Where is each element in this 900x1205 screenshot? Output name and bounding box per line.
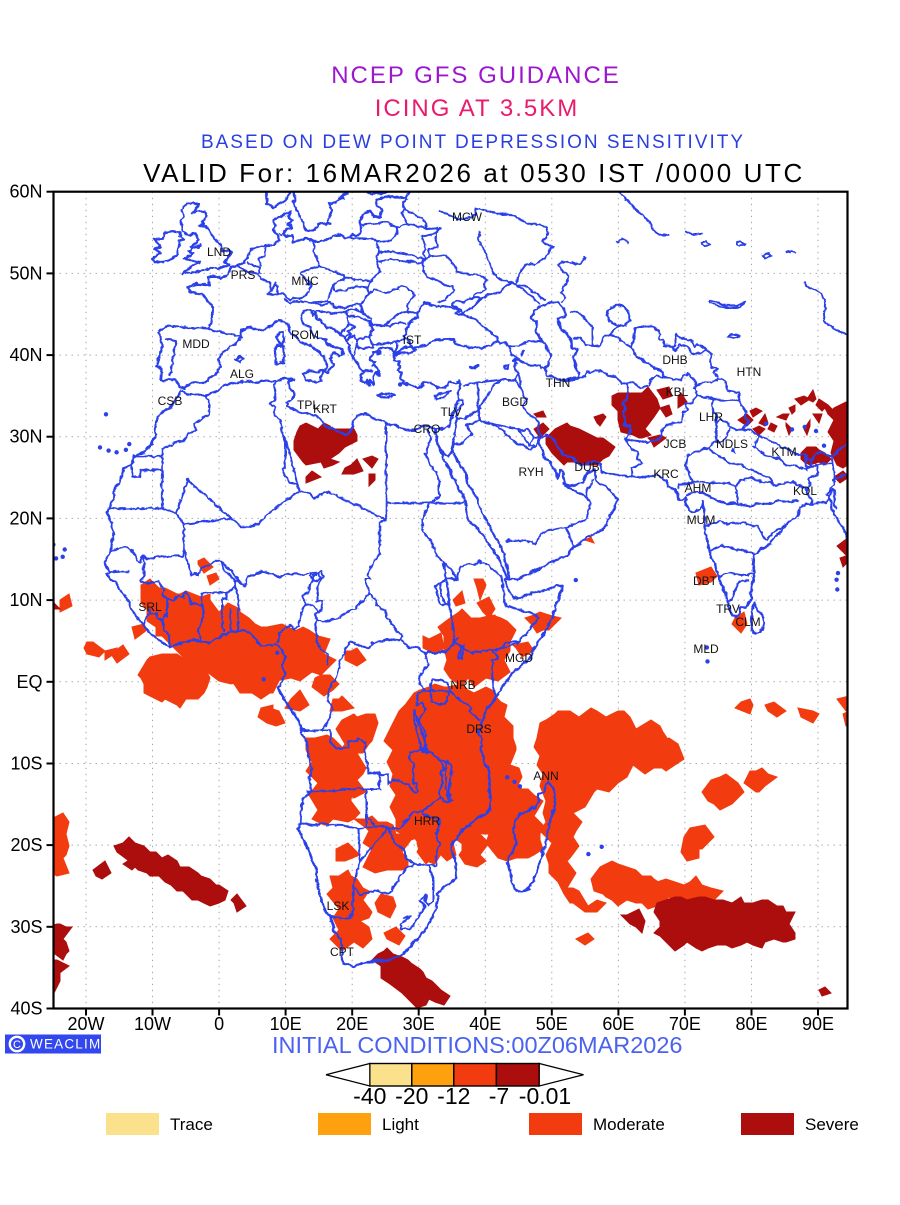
svg-text:80E: 80E	[735, 1014, 767, 1034]
svg-text:Moderate: Moderate	[593, 1115, 665, 1134]
svg-text:MUM: MUM	[687, 513, 716, 527]
svg-text:TRV: TRV	[716, 602, 740, 616]
svg-text:Trace: Trace	[170, 1115, 213, 1134]
svg-text:CSB: CSB	[158, 394, 183, 408]
svg-text:MLD: MLD	[693, 642, 719, 656]
svg-text:60E: 60E	[602, 1014, 634, 1034]
svg-text:IST: IST	[403, 333, 422, 347]
svg-text:ALG: ALG	[230, 367, 254, 381]
svg-text:SRL: SRL	[138, 600, 162, 614]
svg-text:ICING AT 3.5KM: ICING AT 3.5KM	[375, 95, 580, 122]
svg-text:RYH: RYH	[518, 465, 543, 479]
svg-text:70E: 70E	[669, 1014, 701, 1034]
svg-text:INITIAL CONDITIONS:00Z06MAR202: INITIAL CONDITIONS:00Z06MAR2026	[272, 1032, 683, 1058]
svg-text:DRS: DRS	[466, 722, 491, 736]
svg-text:ROM: ROM	[291, 328, 319, 342]
svg-text:DBT: DBT	[693, 574, 718, 588]
svg-text:MCW: MCW	[452, 210, 483, 224]
svg-text:30S: 30S	[10, 917, 42, 937]
svg-text:AHM: AHM	[685, 481, 712, 495]
svg-text:40S: 40S	[10, 999, 42, 1019]
svg-text:NRB: NRB	[450, 678, 475, 692]
svg-text:50E: 50E	[536, 1014, 568, 1034]
svg-text:MNC: MNC	[291, 274, 319, 288]
svg-text:THN: THN	[546, 376, 571, 390]
svg-text:KRC: KRC	[653, 467, 679, 481]
svg-text:Severe: Severe	[805, 1115, 859, 1134]
svg-text:TPL: TPL	[297, 398, 319, 412]
svg-text:40E: 40E	[469, 1014, 501, 1034]
svg-text:CLM: CLM	[735, 615, 760, 629]
svg-text:ANN: ANN	[533, 769, 558, 783]
svg-text:0: 0	[214, 1014, 224, 1034]
svg-text:30N: 30N	[9, 427, 42, 447]
svg-text:CPT: CPT	[330, 945, 355, 959]
svg-text:60N: 60N	[9, 182, 42, 202]
svg-text:NDLS: NDLS	[716, 437, 748, 451]
svg-text:-7: -7	[489, 1083, 509, 1109]
svg-text:LHR: LHR	[699, 410, 723, 424]
svg-text:EQ: EQ	[16, 672, 42, 692]
svg-text:-0.01: -0.01	[519, 1083, 571, 1109]
svg-text:KBL: KBL	[666, 385, 689, 399]
svg-text:20E: 20E	[336, 1014, 368, 1034]
svg-text:TLV: TLV	[440, 405, 461, 419]
svg-text:10E: 10E	[270, 1014, 302, 1034]
svg-text:HTN: HTN	[737, 365, 762, 379]
svg-text:VALID For: 16MAR2026 at 05: VALID For: 16MAR2026 at 0530 IST /0000 U…	[143, 158, 805, 188]
svg-text:-20: -20	[395, 1083, 428, 1109]
svg-text:20N: 20N	[9, 508, 42, 528]
svg-text:KTM: KTM	[771, 445, 796, 459]
svg-text:HRR: HRR	[414, 814, 440, 828]
svg-text:JCB: JCB	[664, 437, 687, 451]
svg-text:BASED ON DEW POINT DEPRESS: BASED ON DEW POINT DEPRESSION SENSITIVIT…	[201, 132, 745, 153]
svg-text:Light: Light	[382, 1115, 419, 1134]
svg-text:LSK: LSK	[327, 899, 350, 913]
svg-text:10W: 10W	[134, 1014, 171, 1034]
svg-text:30E: 30E	[403, 1014, 435, 1034]
svg-text:WEACLIM: WEACLIM	[30, 1037, 101, 1052]
svg-text:50N: 50N	[9, 263, 42, 283]
svg-text:10S: 10S	[10, 754, 42, 774]
svg-text:10N: 10N	[9, 590, 42, 610]
svg-text:-12: -12	[437, 1083, 470, 1109]
svg-text:BGD: BGD	[502, 395, 528, 409]
svg-text:NCEP GFS GUIDANCE: NCEP GFS GUIDANCE	[331, 62, 621, 89]
svg-text:LND: LND	[207, 245, 231, 259]
svg-text:20W: 20W	[67, 1014, 104, 1034]
svg-text:KOL: KOL	[793, 484, 817, 498]
svg-text:MGD: MGD	[505, 651, 533, 665]
svg-text:KRT: KRT	[313, 402, 337, 416]
svg-text:90E: 90E	[802, 1014, 834, 1034]
svg-text:40N: 40N	[9, 345, 42, 365]
svg-text:C: C	[13, 1039, 21, 1051]
svg-text:DUB: DUB	[574, 460, 599, 474]
svg-text:CRO: CRO	[414, 422, 441, 436]
svg-text:-40: -40	[353, 1083, 386, 1109]
svg-text:MDD: MDD	[182, 337, 210, 351]
svg-text:PRS: PRS	[231, 268, 256, 282]
svg-text:DHB: DHB	[662, 353, 687, 367]
svg-text:20S: 20S	[10, 835, 42, 855]
